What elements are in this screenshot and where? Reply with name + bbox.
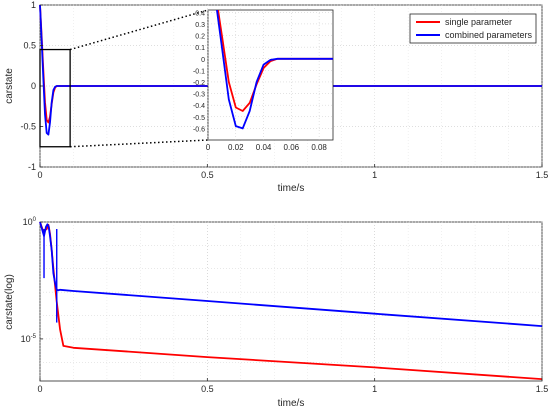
bottom-y-tick-label: 10-5 <box>21 334 37 344</box>
top-y-tick-label: -0.5 <box>20 122 36 132</box>
bottom-plot-area <box>39 221 543 382</box>
top-x-tick-label: 1.5 <box>536 170 549 180</box>
inset-y-tick-label: 0.2 <box>195 34 205 41</box>
bottom-y-tick-label: 100 <box>23 217 37 227</box>
inset-y-tick-label: -0.4 <box>193 103 205 110</box>
inset-series-line-1 <box>216 10 333 130</box>
inset-y-tick-label: 0.3 <box>195 22 205 29</box>
inset-plot-area <box>207 9 334 141</box>
bottom-x-tick-label: 1.5 <box>536 384 549 394</box>
inset-series <box>216 10 333 130</box>
inset-y-tick-label: 0.4 <box>195 10 205 17</box>
top-x-tick-label: 1 <box>372 170 377 180</box>
top-series <box>39 4 542 136</box>
inset-y-tick-label: -0.2 <box>193 80 205 87</box>
bottom-x-label: time/s <box>278 398 305 409</box>
zoom-connector-bottom <box>70 139 209 148</box>
inset-y-ticks: -0.6 -0.5 -0.4 -0.3 -0.2 -0.1 0 0.1 0.2 0.3 0.4 <box>193 10 205 133</box>
bottom-x-ticks: 0 0.5 1 1.5 <box>37 378 548 394</box>
inset-y-tick-label: 0 <box>201 57 205 64</box>
top-x-tick-label: 0 <box>37 170 42 180</box>
top-x-ticks: 0 0.5 1 1.5 <box>37 164 548 180</box>
inset-x-ticks: 0 0.02 0.04 0.06 0.08 <box>206 143 328 152</box>
bottom-series-line-1 <box>39 221 543 327</box>
inset-y-tick-label: -0.5 <box>193 115 205 122</box>
legend-label-combined: combined parameters <box>445 30 533 40</box>
legend-label-single: single parameter <box>445 17 512 27</box>
bottom-x-tick-label: 1 <box>372 384 377 394</box>
zoom-box <box>39 48 71 148</box>
top-y-tick-label: 1 <box>31 0 36 10</box>
inset-x-tick-label: 0.04 <box>256 143 272 152</box>
bottom-y-label: carstate(log) <box>4 274 15 330</box>
bottom-x-tick-label: 0 <box>37 384 42 394</box>
top-x-label: time/s <box>278 183 305 194</box>
bottom-chart: 0 0.5 1 1.5 100 10-5 time/s carstate(log) <box>4 217 548 409</box>
top-x-tick-label: 0.5 <box>201 170 214 180</box>
inset-x-tick-label: 0.06 <box>284 143 300 152</box>
top-series-line-1 <box>39 4 542 136</box>
top-y-tick-label: 0.5 <box>23 41 36 51</box>
inset-y-tick-label: -0.6 <box>193 126 205 133</box>
bottom-series <box>39 221 543 380</box>
inset-y-tick-label: 0.1 <box>195 45 205 52</box>
inset-x-tick-label: 0 <box>206 143 211 152</box>
inset-grid <box>207 10 333 140</box>
inset-series-line-0 <box>217 10 333 112</box>
top-chart: 0 0.5 1 1.5 -1 -0.5 0 0.5 1 time/s carstate 0 0.… <box>4 0 548 194</box>
legend-box <box>409 13 537 44</box>
inset-chart: 0 0.02 0.04 0.06 0.08 -0.6-0.5-0.4-0.3-0.2-0… <box>193 9 334 152</box>
top-y-label: carstate <box>4 68 15 104</box>
inset-y-tick-label: -0.1 <box>193 68 205 75</box>
bottom-x-tick-label: 0.5 <box>201 384 214 394</box>
inset-x-tick-label: 0.02 <box>228 143 244 152</box>
bottom-y-ticks: 100 10-5 <box>21 217 43 344</box>
top-y-tick-label: 0 <box>31 81 36 91</box>
legend: single parameter combined parameters <box>409 13 537 44</box>
top-y-tick-label: -1 <box>28 162 36 172</box>
inset-y-tick-label: -0.3 <box>193 92 205 99</box>
inset-x-tick-label: 0.08 <box>311 143 327 152</box>
